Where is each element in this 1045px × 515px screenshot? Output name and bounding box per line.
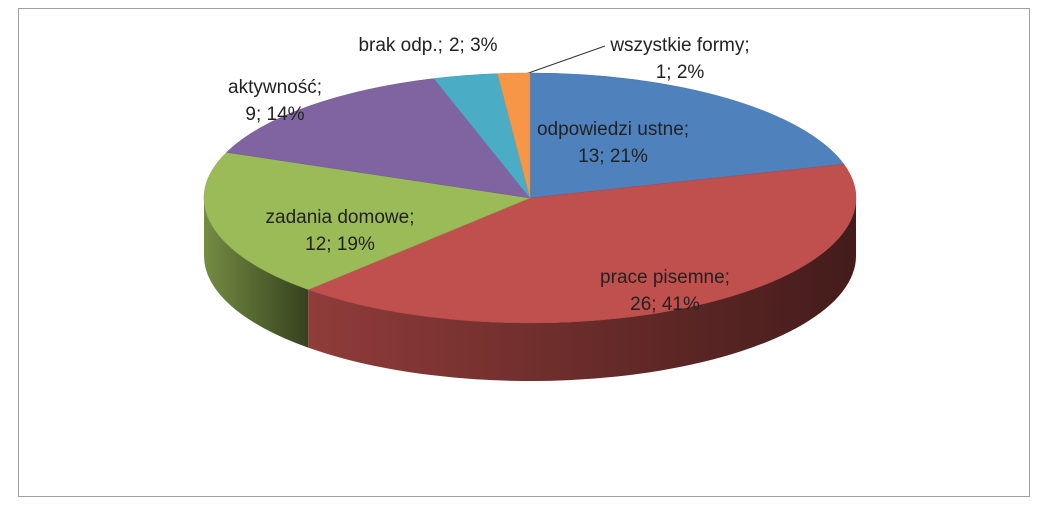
value-label: 12; 19% — [305, 234, 375, 255]
separator: ; — [684, 119, 689, 140]
separator: ; — [744, 35, 749, 56]
pie-side — [204, 198, 309, 348]
data-label: odpowiedzi ustne; 13; 21% — [537, 119, 689, 167]
separator: ; — [438, 35, 443, 56]
separator: ; — [725, 267, 730, 288]
pie-slice — [203, 152, 531, 290]
category-label: odpowiedzi ustne — [537, 119, 684, 140]
pie-slice — [497, 72, 531, 199]
value-label: 9; 14% — [245, 104, 304, 125]
value-label: 13; 21% — [578, 146, 648, 167]
data-label: zadania domowe; 12; 19% — [266, 207, 415, 255]
value-label: 26; 41% — [630, 294, 700, 315]
pie-side — [308, 198, 857, 381]
category-label: zadania domowe — [266, 207, 410, 228]
data-label: wszystkie formy; 1; 2% — [609, 35, 749, 83]
pie-slice — [307, 163, 857, 324]
value-label: 2; 3% — [449, 35, 498, 56]
separator: ; — [317, 77, 322, 98]
data-label: aktywność; 9; 14% — [228, 77, 322, 125]
pie-slice — [529, 72, 845, 199]
category-label: prace pisemne — [600, 267, 725, 288]
data-label: brak odp.; 2; 3% — [358, 35, 497, 56]
category-label: wszystkie formy — [609, 35, 745, 56]
data-label: prace pisemne; 26; 41% — [600, 267, 730, 315]
category-label: aktywność — [228, 77, 317, 98]
category-label: brak odp. — [358, 35, 437, 56]
pie-slice — [226, 78, 531, 199]
separator: ; — [409, 207, 414, 228]
value-label: 1; 2% — [656, 62, 705, 83]
leader-line — [519, 45, 606, 77]
